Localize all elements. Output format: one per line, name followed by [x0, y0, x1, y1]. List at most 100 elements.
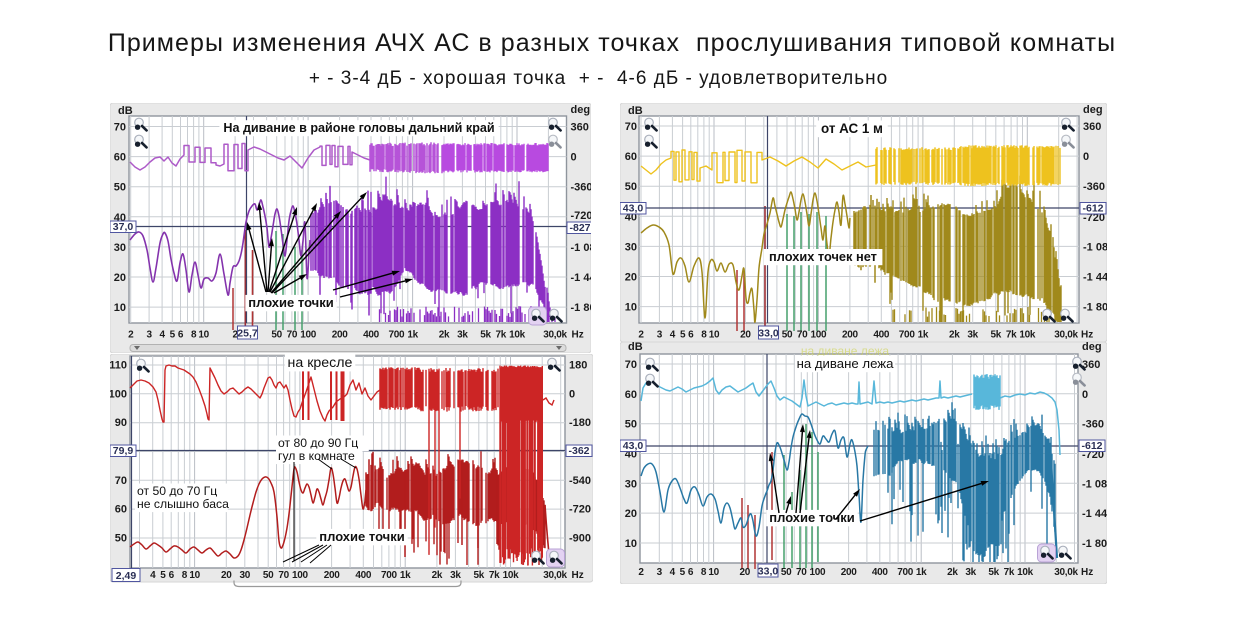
svg-text:10: 10: [708, 567, 719, 578]
svg-text:-612: -612: [1081, 440, 1102, 452]
svg-text:180: 180: [569, 360, 587, 372]
svg-text:dB: dB: [118, 105, 133, 117]
svg-text:400: 400: [872, 567, 889, 578]
svg-text:-720: -720: [1083, 212, 1105, 224]
svg-text:гул в комнате: гул в комнате: [278, 449, 355, 463]
svg-text:7k: 7k: [496, 330, 507, 341]
svg-text:4: 4: [670, 567, 676, 578]
svg-text:-827: -827: [569, 222, 590, 234]
svg-text:70: 70: [796, 567, 807, 578]
svg-text:1k: 1k: [918, 330, 929, 341]
svg-text:-720: -720: [571, 210, 592, 222]
svg-text:-180: -180: [569, 417, 591, 429]
svg-text:100: 100: [292, 570, 309, 581]
svg-text:20: 20: [625, 272, 637, 284]
svg-text:8: 8: [182, 570, 188, 581]
svg-text:90: 90: [115, 417, 127, 429]
svg-text:4: 4: [159, 330, 165, 341]
svg-text:-362: -362: [568, 445, 589, 457]
svg-text:400: 400: [873, 330, 890, 341]
svg-text:3: 3: [146, 330, 152, 341]
svg-text:-1 440: -1 440: [1083, 272, 1107, 284]
svg-text:-540: -540: [569, 475, 591, 487]
svg-text:25,7: 25,7: [237, 328, 258, 340]
svg-text:7k: 7k: [489, 570, 500, 581]
svg-text:50: 50: [781, 567, 792, 578]
svg-text:70: 70: [797, 330, 808, 341]
svg-text:10: 10: [709, 330, 720, 341]
svg-text:на диване лежа: на диване лежа: [797, 356, 895, 371]
svg-text:4: 4: [150, 570, 156, 581]
svg-text:6: 6: [688, 330, 694, 341]
svg-text:5: 5: [680, 330, 686, 341]
svg-text:50: 50: [115, 533, 127, 545]
svg-text:3: 3: [657, 567, 663, 578]
svg-text:30: 30: [625, 478, 637, 490]
svg-text:6: 6: [169, 570, 175, 581]
svg-text:dB: dB: [628, 105, 643, 117]
svg-text:На дивание в районе головы дал: На дивание в районе головы дальний край: [223, 121, 494, 135]
svg-text:deg: deg: [1082, 342, 1102, 353]
svg-text:60: 60: [115, 504, 127, 516]
svg-text:1k: 1k: [407, 330, 418, 341]
svg-text:2,49: 2,49: [116, 570, 137, 582]
svg-text:50: 50: [782, 330, 793, 341]
svg-text:70: 70: [625, 121, 637, 133]
svg-text:110: 110: [110, 360, 127, 372]
svg-text:10: 10: [189, 570, 200, 581]
svg-text:100: 100: [110, 388, 127, 400]
svg-text:3k: 3k: [457, 330, 468, 341]
svg-text:70: 70: [115, 475, 127, 487]
svg-text:50: 50: [114, 182, 126, 194]
svg-text:1k: 1k: [400, 570, 411, 581]
svg-text:-720: -720: [569, 504, 591, 516]
svg-text:от 50 до 70 Гц: от 50 до 70 Гц: [137, 484, 217, 498]
svg-text:50: 50: [625, 181, 637, 193]
svg-text:5k: 5k: [474, 570, 485, 581]
svg-text:-1 800: -1 800: [1082, 538, 1107, 550]
svg-text:-360: -360: [1083, 181, 1105, 193]
svg-text:200: 200: [842, 330, 859, 341]
svg-text:2k: 2k: [432, 570, 443, 581]
svg-text:70: 70: [114, 122, 126, 134]
svg-text:8: 8: [701, 567, 707, 578]
svg-text:700: 700: [381, 570, 398, 581]
svg-text:37,0: 37,0: [113, 221, 134, 233]
svg-text:200: 200: [332, 330, 349, 341]
svg-text:5: 5: [680, 567, 686, 578]
svg-text:от 80 до 90 Гц: от 80 до 90 Гц: [278, 436, 358, 450]
svg-text:-1 80: -1 80: [571, 302, 592, 314]
svg-text:70: 70: [625, 359, 637, 371]
svg-text:70: 70: [287, 330, 298, 341]
svg-text:30: 30: [240, 570, 251, 581]
svg-text:30: 30: [625, 241, 637, 253]
svg-text:10: 10: [625, 302, 637, 314]
svg-text:-1 080: -1 080: [1083, 241, 1107, 253]
svg-text:плохие точки: плохие точки: [319, 529, 404, 544]
svg-text:3k: 3k: [965, 567, 976, 578]
svg-text:200: 200: [841, 567, 858, 578]
svg-text:-360: -360: [1082, 419, 1104, 431]
svg-text:8: 8: [191, 330, 197, 341]
svg-text:Hz: Hz: [572, 570, 584, 581]
svg-text:360: 360: [1082, 359, 1100, 371]
svg-text:2: 2: [638, 330, 644, 341]
svg-text:70: 70: [278, 570, 289, 581]
svg-text:33,0: 33,0: [758, 328, 779, 340]
svg-text:100: 100: [810, 567, 827, 578]
svg-text:плохие точки: плохие точки: [769, 510, 854, 525]
svg-text:2k: 2k: [949, 330, 960, 341]
svg-text:360: 360: [571, 122, 589, 134]
svg-text:плохих точек нет: плохих точек нет: [769, 249, 877, 264]
svg-text:50: 50: [271, 330, 282, 341]
svg-text:на кресле: на кресле: [288, 355, 353, 371]
svg-text:Hz: Hz: [1081, 330, 1093, 341]
svg-text:-1 44: -1 44: [571, 272, 592, 284]
svg-text:50: 50: [263, 570, 274, 581]
svg-text:700: 700: [389, 330, 406, 341]
svg-text:10: 10: [625, 538, 637, 550]
svg-text:30,0k: 30,0k: [1054, 567, 1078, 578]
svg-text:10: 10: [198, 330, 209, 341]
svg-text:10: 10: [114, 302, 126, 314]
svg-text:6: 6: [688, 567, 694, 578]
